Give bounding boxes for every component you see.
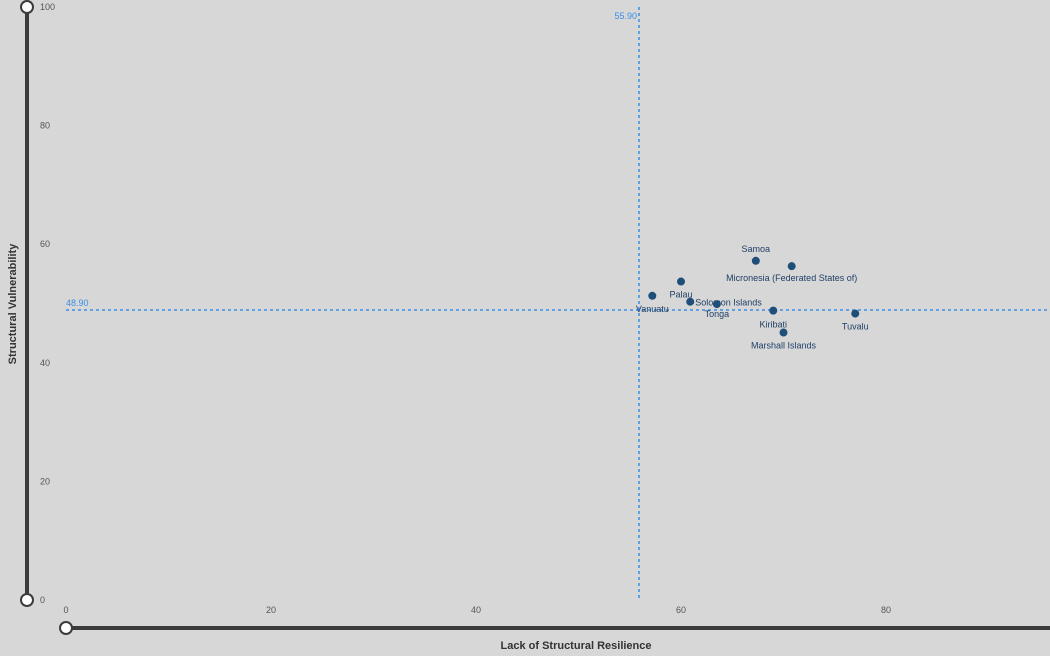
data-point-label: Kiribati <box>759 320 787 330</box>
y-reference-label: 48.90 <box>66 298 89 308</box>
data-point[interactable] <box>787 262 796 271</box>
data-point-label: Tonga <box>705 309 730 319</box>
y-tick-label: 80 <box>40 121 50 131</box>
data-point-label: Palau <box>669 290 692 300</box>
x-axis-slider-handle-left[interactable] <box>59 621 73 635</box>
data-point[interactable] <box>712 300 721 309</box>
y-tick-label: 0 <box>40 595 45 605</box>
data-point[interactable] <box>851 309 860 318</box>
x-tick-label: 20 <box>266 605 276 615</box>
y-axis: 0 20 40 60 80 100 Structural Vulnerability <box>7 0 55 607</box>
x-tick-label: 80 <box>881 605 891 615</box>
reference-lines: 55.90 48.90 <box>66 7 1050 600</box>
data-point-label: Solomon Islands <box>695 298 762 308</box>
data-point[interactable] <box>751 256 760 265</box>
y-tick-label: 40 <box>40 358 50 368</box>
x-reference-label: 55.90 <box>614 11 637 21</box>
data-point-label: Vanuatu <box>636 304 669 314</box>
data-point-label: Samoa <box>742 244 771 254</box>
data-point-label: Tuvalu <box>842 322 869 332</box>
y-axis-slider-handle-top[interactable] <box>20 0 34 14</box>
x-tick-label: 60 <box>676 605 686 615</box>
y-tick-label: 60 <box>40 239 50 249</box>
y-axis-slider-handle-bottom[interactable] <box>20 593 34 607</box>
data-point[interactable] <box>779 328 788 337</box>
data-point-label: Marshall Islands <box>751 341 817 351</box>
y-axis-title: Structural Vulnerability <box>7 243 19 365</box>
x-axis-title: Lack of Structural Resilience <box>501 640 652 652</box>
x-axis: 0 20 40 60 80 Lack of Structural Resilience <box>59 605 1050 652</box>
data-point-label: Micronesia (Federated States of) <box>726 273 857 283</box>
x-tick-label: 0 <box>63 605 68 615</box>
data-point[interactable] <box>677 277 685 286</box>
y-tick-label: 100 <box>40 2 55 12</box>
data-points: Samoa Micronesia (Federated States of) Pal… <box>636 244 869 351</box>
data-point[interactable] <box>686 297 695 306</box>
data-point[interactable] <box>769 306 778 315</box>
x-tick-label: 40 <box>471 605 481 615</box>
y-tick-label: 20 <box>40 476 50 486</box>
data-point[interactable] <box>648 291 657 300</box>
